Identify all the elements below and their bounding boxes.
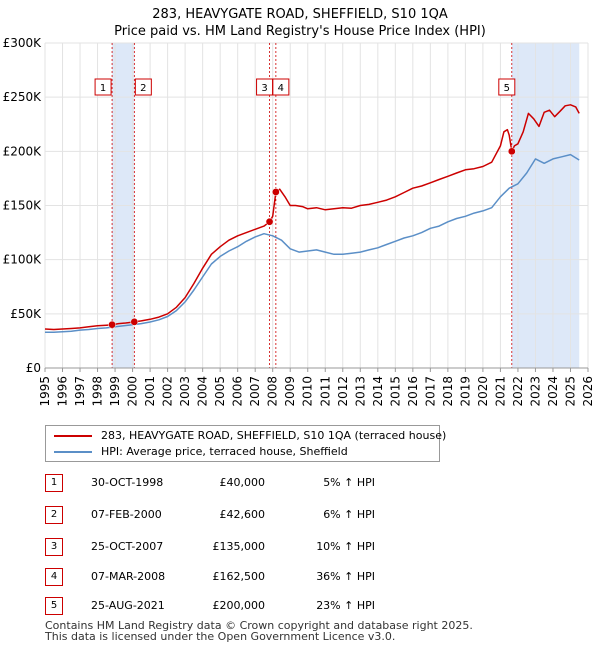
event-hpi: 5% ↑ HPI (323, 476, 375, 489)
event-date: 25-OCT-2007 (91, 540, 164, 553)
y-tick-label: £250K (3, 90, 43, 104)
event-label-text: 4 (278, 83, 284, 94)
event-date: 07-MAR-2008 (91, 570, 166, 583)
event-date: 30-OCT-1998 (91, 476, 164, 489)
table-row: 2 07-FEB-2000 £42,600 6% ↑ HPI (45, 506, 385, 524)
legend-label-property: 283, HEAVYGATE ROAD, SHEFFIELD, S10 1QA … (101, 429, 447, 442)
x-tick-label: 2008 (266, 376, 280, 407)
event-marker (507, 147, 516, 156)
event-label-text: 2 (140, 83, 146, 94)
y-tick-label: £50K (10, 307, 42, 321)
event-hpi: 6% ↑ HPI (323, 508, 375, 521)
event-price: £135,000 (212, 540, 266, 553)
x-tick-label: 2009 (283, 376, 297, 407)
event-price: £162,500 (212, 570, 266, 583)
chart-title: 283, HEAVYGATE ROAD, SHEFFIELD, S10 1QA (152, 7, 448, 22)
x-tick-label: 1998 (91, 376, 105, 407)
x-tick-label: 2025 (563, 376, 577, 407)
event-price: £42,600 (219, 508, 266, 521)
event-price: £200,000 (212, 599, 266, 612)
x-tick-label: 1996 (56, 376, 70, 407)
event-label: 1 (94, 78, 112, 96)
x-tick-label: 2023 (528, 376, 542, 407)
x-tick-label: 2012 (336, 376, 350, 407)
event-label: 5 (498, 78, 516, 96)
event-date: 25-AUG-2021 (91, 599, 165, 612)
series-line-property (44, 104, 580, 331)
chart-subtitle: Price paid vs. HM Land Registry's House … (114, 24, 486, 39)
table-row: 5 25-AUG-2021 £200,000 23% ↑ HPI (45, 597, 385, 615)
event-marker (108, 320, 116, 329)
x-tick-label: 2015 (388, 376, 402, 407)
x-tick-label: 2002 (161, 376, 175, 407)
x-tick-label: 2014 (371, 376, 385, 407)
legend-item-hpi: HPI: Average price, terraced house, Shef… (54, 444, 348, 460)
price-chart: 1 2 3 4 5 £0 £50K £100K £150K £200K £250K £300K 1995… (3, 36, 595, 407)
legend-item-property: 283, HEAVYGATE ROAD, SHEFFIELD, S10 1QA … (54, 428, 446, 444)
x-tick-label: 2022 (511, 376, 525, 407)
x-tick-label: 1997 (73, 376, 87, 407)
x-tick-label: 2001 (143, 376, 157, 407)
x-tick-label: 2000 (126, 376, 140, 407)
event-hpi: 10% ↑ HPI (316, 540, 375, 553)
event-label-box (498, 78, 516, 96)
legend-label-hpi: HPI: Average price, terraced house, Shef… (101, 445, 348, 458)
x-tick-label: 2018 (441, 376, 455, 407)
event-label: 3 (256, 78, 274, 96)
x-tick-label: 2007 (248, 376, 262, 407)
event-label-text: 5 (504, 83, 510, 94)
y-tick-label: £150K (3, 199, 43, 213)
event-badge: 5 (45, 597, 63, 615)
event-badge: 2 (45, 506, 63, 524)
event-price: £40,000 (219, 476, 266, 489)
table-row: 3 25-OCT-2007 £135,000 10% ↑ HPI (45, 538, 385, 556)
event-label-text: 1 (100, 83, 106, 94)
footer: Contains HM Land Registry data © Crown c… (45, 620, 473, 642)
x-tick-label: 2021 (493, 376, 507, 407)
event-hpi: 23% ↑ HPI (316, 599, 375, 612)
event-date: 07-FEB-2000 (91, 508, 162, 521)
table-row: 1 30-OCT-1998 £40,000 5% ↑ HPI (45, 474, 385, 492)
x-tick-label: 2011 (318, 376, 332, 407)
event-hpi: 36% ↑ HPI (316, 570, 375, 583)
x-tick-label: 2005 (213, 376, 227, 407)
footer-licence: This data is licensed under the Open Gov… (45, 630, 396, 643)
x-tick-label: 2013 (353, 376, 367, 407)
x-tick-label: 2004 (196, 376, 210, 407)
x-tick-label: 2006 (231, 376, 245, 407)
x-tick-label: 2016 (406, 376, 420, 407)
event-badge: 1 (45, 474, 63, 492)
event-marker (130, 318, 139, 326)
x-tick-label: 2003 (178, 376, 192, 407)
x-tick-label: 1999 (108, 376, 122, 407)
event-marker (265, 217, 274, 226)
x-tick-label: 2024 (546, 376, 560, 407)
x-tick-label: 2020 (476, 376, 490, 407)
y-tick-label: £200K (3, 144, 43, 158)
x-tick-label: 2010 (301, 376, 315, 407)
y-tick-label: £100K (3, 253, 43, 267)
event-label-box (272, 78, 290, 96)
legend-swatch-property (54, 435, 92, 437)
event-label-box (134, 78, 152, 96)
event-label-text: 3 (261, 83, 267, 94)
y-tick-label: £300K (3, 36, 43, 50)
y-tick-label: £0 (26, 361, 41, 375)
x-tick-label: 2026 (581, 376, 595, 407)
event-marker (272, 188, 280, 196)
event-label: 2 (134, 78, 152, 96)
event-label: 4 (272, 78, 290, 96)
x-tick-label: 2017 (423, 376, 437, 407)
footer-copyright: Contains HM Land Registry data © Crown c… (45, 619, 473, 632)
chart-legend: 283, HEAVYGATE ROAD, SHEFFIELD, S10 1QA … (45, 425, 446, 462)
event-label-box (94, 78, 112, 96)
event-badge: 3 (45, 538, 63, 556)
x-tick-label: 1995 (38, 376, 52, 407)
event-badge: 4 (45, 568, 63, 586)
legend-swatch-hpi (54, 451, 92, 453)
x-tick-label: 2019 (458, 376, 472, 407)
table-row: 4 07-MAR-2008 £162,500 36% ↑ HPI (45, 568, 385, 586)
